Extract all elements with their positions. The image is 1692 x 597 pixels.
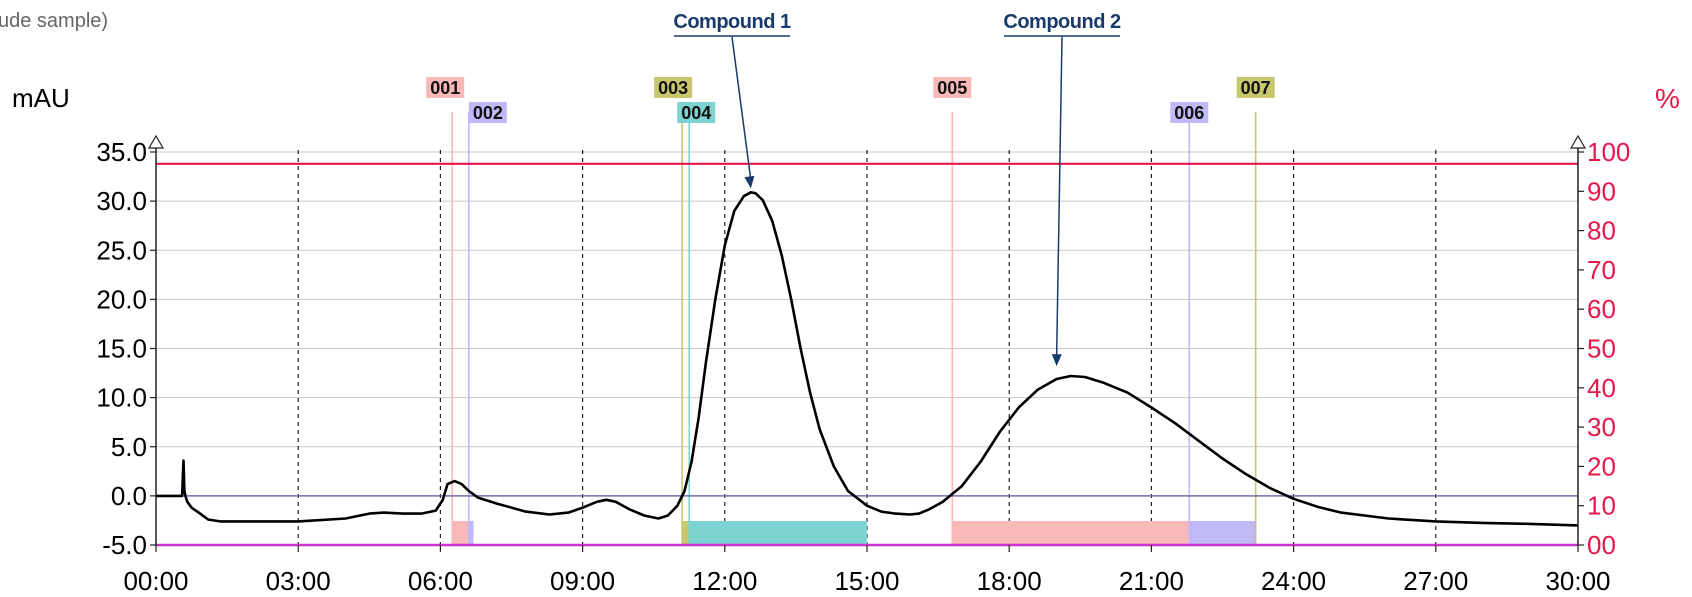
fraction-bar-006 bbox=[1189, 521, 1256, 545]
fraction-tag-006: 006 bbox=[1174, 103, 1204, 123]
right-tick-label: 50 bbox=[1587, 334, 1616, 364]
annotation-arrow-icon bbox=[1051, 354, 1062, 367]
annotations: Compound 1 Compound 2 bbox=[673, 11, 1121, 367]
left-tick-label: 35.0 bbox=[96, 137, 147, 167]
right-axis-label: % bbox=[1655, 83, 1680, 114]
annotation-arrow-icon bbox=[744, 175, 755, 189]
fraction-tag-bg-005 bbox=[933, 77, 972, 98]
fraction-tag-bg-004 bbox=[677, 102, 716, 123]
right-tick-label: 40 bbox=[1587, 373, 1616, 403]
x-tick-label: 06:00 bbox=[408, 566, 473, 596]
right-tick-label: 80 bbox=[1587, 216, 1616, 246]
fraction-tag-001: 001 bbox=[430, 78, 460, 98]
x-tick-label: 12:00 bbox=[692, 566, 757, 596]
fraction-tag-bg-002 bbox=[468, 102, 507, 123]
left-tick-label: -5.0 bbox=[102, 530, 147, 560]
annotation-label: Compound 2 bbox=[1003, 11, 1121, 33]
fraction-bar-002 bbox=[468, 521, 474, 545]
left-tick-label: 25.0 bbox=[96, 235, 147, 265]
left-tick-label: 30.0 bbox=[96, 186, 147, 216]
x-tick-label: 18:00 bbox=[977, 566, 1042, 596]
left-tick-label: 20.0 bbox=[96, 284, 147, 314]
fraction-tag-005: 005 bbox=[937, 78, 967, 98]
series-line-uv bbox=[156, 191, 1579, 527]
x-tick-label: 30:00 bbox=[1545, 566, 1610, 596]
annotation-label: Compound 1 bbox=[673, 11, 791, 33]
left-axis-label: mAU bbox=[12, 83, 70, 113]
x-tick-label: 09:00 bbox=[550, 566, 615, 596]
fraction-tag-002: 002 bbox=[473, 103, 503, 123]
x-tick-label: 00:00 bbox=[123, 566, 188, 596]
right-tick-label: 90 bbox=[1587, 176, 1616, 206]
series bbox=[156, 191, 1579, 527]
chart-subtitle: ude sample) bbox=[0, 10, 109, 32]
left-tick-label: 15.0 bbox=[96, 334, 147, 364]
fraction-tag-004: 004 bbox=[681, 103, 711, 123]
fraction-tag-003: 003 bbox=[658, 78, 688, 98]
x-tick-label: 21:00 bbox=[1119, 566, 1184, 596]
right-tick-label: 10 bbox=[1587, 491, 1616, 521]
fraction-tag-bg-007 bbox=[1236, 77, 1275, 98]
right-tick-label: 60 bbox=[1587, 294, 1616, 324]
fraction-bar-001 bbox=[452, 521, 469, 545]
right-axis-arrow-icon bbox=[1569, 134, 1587, 149]
right-tick-label: 30 bbox=[1587, 412, 1616, 442]
left-tick-label: 0.0 bbox=[111, 481, 147, 511]
x-tick-label: 03:00 bbox=[266, 566, 331, 596]
fraction-bar-003 bbox=[682, 521, 690, 545]
fraction-bar-004 bbox=[689, 521, 867, 545]
x-tick-label: 15:00 bbox=[834, 566, 899, 596]
fraction-tag-bg-006 bbox=[1170, 102, 1209, 123]
grid bbox=[156, 150, 1578, 545]
fraction-lines bbox=[451, 112, 1257, 545]
fraction-bar-005 bbox=[952, 521, 1190, 545]
annotation-leader bbox=[1055, 36, 1063, 359]
right-tick-label: 20 bbox=[1587, 451, 1616, 481]
fraction-bars bbox=[452, 521, 1256, 545]
x-tick-label: 24:00 bbox=[1261, 566, 1326, 596]
left-tick-label: 5.0 bbox=[111, 432, 147, 462]
fraction-tag-bg-003 bbox=[654, 77, 693, 98]
left-tick-label: 10.0 bbox=[96, 383, 147, 413]
left-axis-arrow-icon bbox=[147, 134, 165, 149]
fraction-tag-bg-001 bbox=[426, 77, 465, 98]
right-tick-label: 100 bbox=[1587, 137, 1630, 167]
axes: 35.030.025.020.015.010.05.00.0-5.0mAU100… bbox=[12, 83, 1680, 596]
right-tick-label: 70 bbox=[1587, 255, 1616, 285]
fraction-labels: 001 002 003 004 005 006 007 bbox=[426, 77, 1275, 123]
right-tick-label: 00 bbox=[1587, 530, 1616, 560]
x-tick-label: 27:00 bbox=[1403, 566, 1468, 596]
annotation-leader bbox=[731, 36, 752, 181]
fraction-tag-007: 007 bbox=[1241, 78, 1271, 98]
